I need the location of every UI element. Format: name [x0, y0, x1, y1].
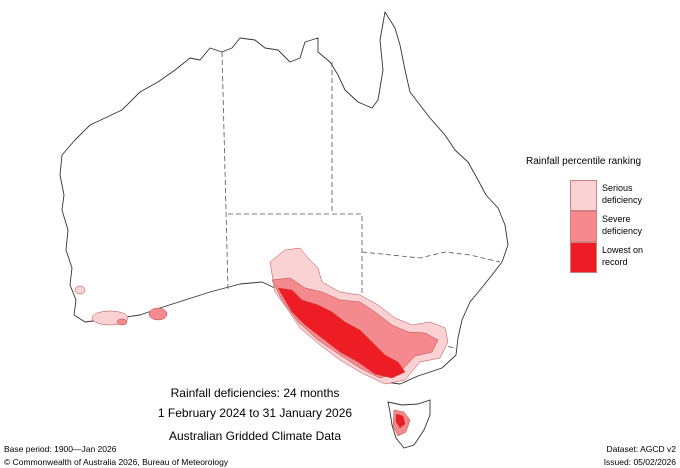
map-title-line3: Australian Gridded Climate Data: [168, 429, 342, 443]
tasmania-lowest-area: [395, 413, 406, 429]
lowest-on-record-area: [277, 287, 406, 379]
wa-deficiency-area-4: [116, 318, 128, 326]
map-title-line2: 1 February 2024 to 31 January 2026: [157, 406, 353, 420]
legend-label-severe: Severe deficiency: [602, 214, 643, 236]
mainland-outline: [59, 11, 509, 385]
wa-deficiency-area-2: [148, 307, 168, 321]
copyright: © Commonwealth of Australia 2026, Bureau…: [4, 457, 229, 467]
legend-label-lowest: Lowest on record: [602, 245, 644, 267]
deficiency-areas: [74, 247, 449, 437]
wa-deficiency-area-3: [74, 285, 86, 295]
legend-swatch-severe: [570, 211, 597, 242]
legend-swatch-lowest: [570, 242, 597, 273]
legend-title: Rainfall percentile ranking: [526, 156, 642, 167]
map-title-line1: Rainfall deficiencies: 24 months: [170, 386, 340, 400]
base-period: Base period: 1900—Jan 2026: [4, 444, 117, 454]
legend-item-severe: Severe deficiency: [570, 211, 660, 242]
legend-item-lowest: Lowest on record: [570, 242, 660, 273]
legend-item-serious: Serious deficiency: [570, 180, 660, 211]
issued-date: Issued: 05/02/2026: [603, 457, 676, 467]
legend-swatch-serious: [570, 180, 597, 211]
dataset: Dataset: AGCD v2: [606, 444, 676, 454]
legend-label-serious: Serious deficiency: [602, 183, 643, 205]
